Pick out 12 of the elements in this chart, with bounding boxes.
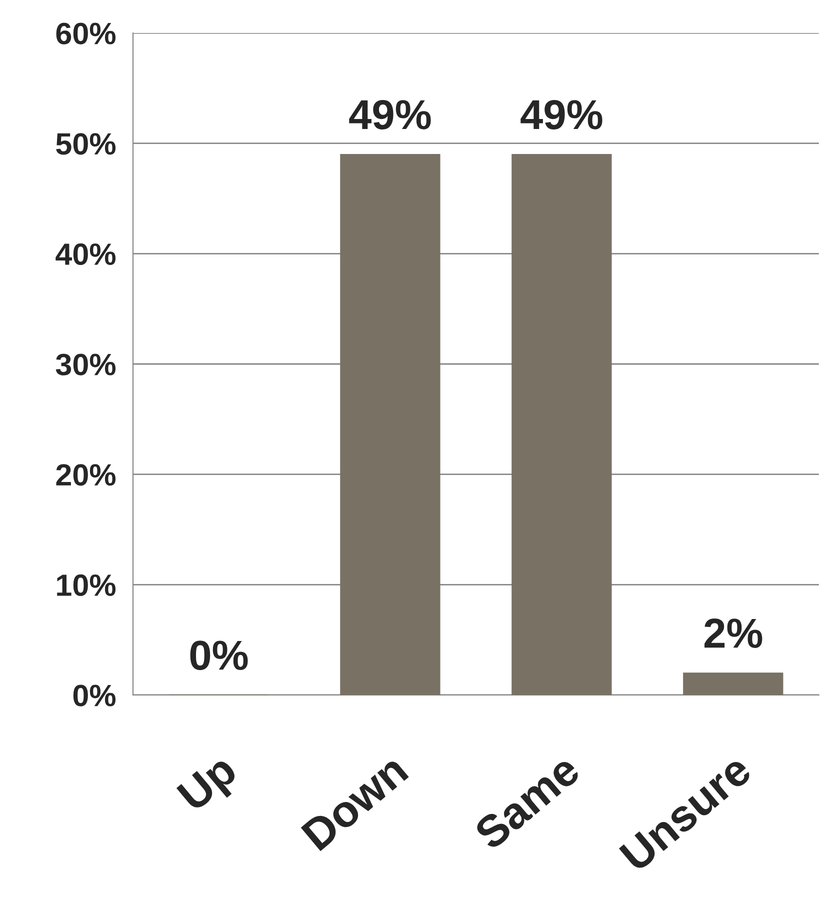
y-tick-label: 30% [56, 354, 116, 376]
y-tick-label: 20% [56, 464, 116, 486]
data-label: 49% [520, 100, 602, 130]
y-tick-label: 50% [56, 133, 116, 155]
y-tick-label: 10% [57, 574, 116, 596]
x-tick-label: Up [176, 752, 244, 819]
data-label: 0% [190, 640, 248, 670]
y-tick-label: 60% [56, 22, 116, 44]
data-label: 2% [704, 618, 762, 648]
data-label: 49% [349, 100, 431, 130]
y-tick-label: 40% [56, 243, 116, 266]
y-tick-label: 0% [73, 684, 116, 706]
